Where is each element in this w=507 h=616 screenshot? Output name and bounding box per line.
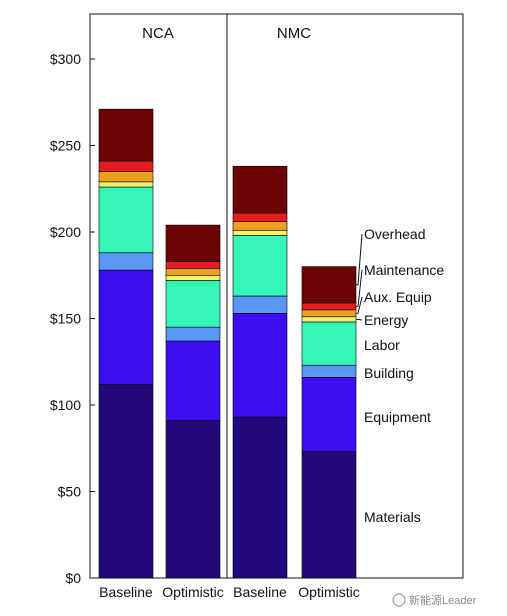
watermark: 新能源Leader — [392, 593, 477, 607]
bar-segment-aux-equip — [232, 221, 288, 231]
bar-segment-maintenance — [98, 160, 154, 172]
bar-segment-equipment — [165, 340, 221, 421]
bar-segment-overhead — [301, 266, 357, 304]
x-tick-label: Baseline — [99, 584, 153, 600]
bar-segment-aux-equip — [301, 309, 357, 318]
y-tick-label: $100 — [50, 397, 81, 413]
bar-segment-labor — [301, 321, 357, 366]
bar-segment-building — [98, 252, 154, 271]
y-tick-label: $250 — [50, 138, 81, 154]
legend: Materials Equipment Building Labor Energy Aux… — [356, 226, 444, 525]
bar-segment-materials — [301, 451, 357, 579]
bar-segment-aux-equip — [98, 171, 154, 183]
y-tick-label: $0 — [65, 570, 81, 586]
bar-segment-labor — [232, 235, 288, 297]
legend-leader-line — [356, 269, 363, 307]
x-tick-label: Baseline — [233, 584, 287, 600]
bars — [98, 108, 357, 579]
legend-leader-line — [356, 318, 363, 321]
legend-label-labor: Labor — [364, 337, 400, 353]
bar-segment-energy — [301, 316, 357, 323]
bar-segment-equipment — [301, 377, 357, 453]
bar-stack — [98, 108, 154, 579]
bar-stack — [301, 266, 357, 579]
y-tick-label: $150 — [50, 311, 81, 327]
bar-segment-overhead — [165, 224, 221, 262]
watermark-text: 新能源Leader — [409, 593, 477, 607]
legend-leader-line — [356, 233, 363, 286]
wechat-icon — [392, 593, 406, 607]
bar-segment-energy — [98, 181, 154, 188]
bar-stack — [232, 165, 288, 579]
legend-label-equipment: Equipment — [364, 409, 431, 425]
bar-segment-labor — [98, 186, 154, 254]
legend-label-aux-equip: Aux. Equip — [364, 289, 432, 305]
bar-segment-equipment — [232, 313, 288, 418]
bar-segment-materials — [98, 383, 154, 579]
bar-segment-materials — [165, 420, 221, 579]
bar-segment-building — [165, 326, 221, 342]
legend-label-building: Building — [364, 365, 414, 381]
bar-segment-equipment — [98, 269, 154, 385]
legend-label-energy: Energy — [364, 312, 408, 328]
bar-segment-materials — [232, 416, 288, 579]
group-label-nmc: NMC — [277, 25, 311, 42]
bar-segment-building — [232, 295, 288, 314]
group-labels: NCA NMC — [142, 25, 311, 42]
legend-leader-line — [356, 296, 363, 314]
legend-label-maintenance: Maintenance — [364, 262, 444, 278]
x-tick-label: Optimistic — [298, 584, 359, 600]
bar-segment-maintenance — [301, 302, 357, 311]
x-axis-labels: Baseline Optimistic Baseline Optimistic — [99, 584, 360, 600]
legend-label-materials: Materials — [364, 509, 421, 525]
group-label-nca: NCA — [142, 25, 174, 42]
y-tick-label: $50 — [58, 484, 82, 500]
bar-stack — [165, 224, 221, 579]
bar-segment-energy — [165, 274, 221, 281]
y-tick-label: $200 — [50, 224, 81, 240]
bar-segment-maintenance — [165, 261, 221, 269]
x-tick-label: Optimistic — [162, 584, 223, 600]
bar-segment-overhead — [98, 108, 154, 162]
bar-segment-aux-equip — [165, 268, 221, 276]
bar-segment-maintenance — [232, 212, 288, 222]
y-tick-label: $300 — [50, 51, 81, 67]
bar-segment-overhead — [232, 165, 288, 214]
bar-segment-labor — [165, 280, 221, 328]
y-axis: $0 $50 $100 $150 $200 $250 $300 — [50, 51, 95, 586]
bar-segment-energy — [232, 229, 288, 236]
legend-label-overhead: Overhead — [364, 226, 425, 242]
bar-segment-building — [301, 364, 357, 378]
